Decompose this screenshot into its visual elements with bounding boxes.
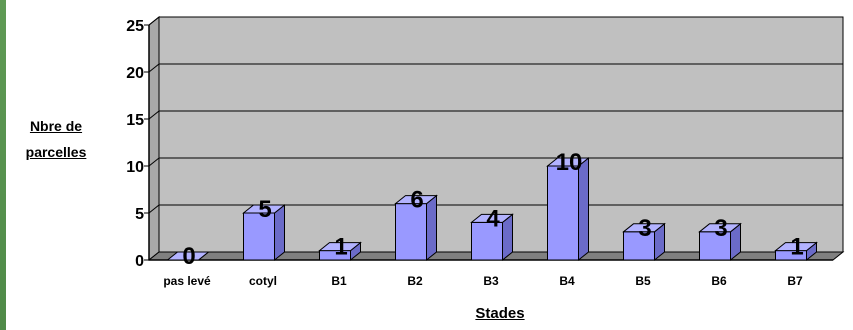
data-label: 10 <box>556 149 583 176</box>
bar-top <box>318 242 362 252</box>
data-label: 3 <box>638 215 651 242</box>
data-label: 6 <box>410 187 423 214</box>
bar-top <box>546 157 590 167</box>
data-label: 5 <box>258 196 271 223</box>
gridline-depth <box>148 204 160 214</box>
bar-side <box>426 194 437 262</box>
bar <box>471 221 503 261</box>
x-axis-title: Stades <box>475 305 525 322</box>
bar-top <box>242 204 286 214</box>
gridline-depth <box>148 110 160 120</box>
x-tick-label: B5 <box>635 274 651 288</box>
x-tick-label: B6 <box>711 274 727 288</box>
bar-top <box>698 223 742 233</box>
data-label: 3 <box>714 215 727 242</box>
y-tick-label: 0 <box>135 253 144 270</box>
bar-top <box>166 251 210 261</box>
data-label: 4 <box>486 205 500 232</box>
x-tick-label: pas levé <box>163 274 211 288</box>
x-tick-label: B4 <box>559 274 575 288</box>
gridline-depth <box>148 63 160 73</box>
side-wall <box>148 15 160 262</box>
y-tick-label: 20 <box>126 65 144 82</box>
y-axis-title-line-2: parcelles <box>25 144 87 160</box>
data-label: 1 <box>334 234 347 261</box>
y-tick-label: 10 <box>126 159 144 176</box>
y-tick-label: 25 <box>126 18 144 35</box>
bar <box>547 165 579 261</box>
x-tick-label: cotyl <box>249 274 277 288</box>
data-label: 0 <box>182 243 195 270</box>
x-tick-label: B3 <box>483 274 499 288</box>
y-tick-label: 5 <box>135 206 144 223</box>
bar-top <box>622 223 666 233</box>
data-label: 1 <box>790 234 803 261</box>
x-tick-label: B1 <box>331 274 347 288</box>
bar-top <box>470 213 514 223</box>
gridline-depth <box>148 16 160 26</box>
y-tick-label: 15 <box>126 112 144 129</box>
gridline-depth <box>148 157 160 167</box>
bar-top <box>394 195 438 205</box>
x-tick-label: B7 <box>787 274 803 288</box>
x-tick-label: B2 <box>407 274 423 288</box>
y-axis-title: Nbre de parcelles <box>8 113 104 165</box>
window-edge-strip <box>0 0 6 330</box>
y-axis-title-line-1: Nbre de <box>29 118 83 134</box>
bar-side <box>274 203 285 262</box>
bar-top <box>774 242 818 252</box>
